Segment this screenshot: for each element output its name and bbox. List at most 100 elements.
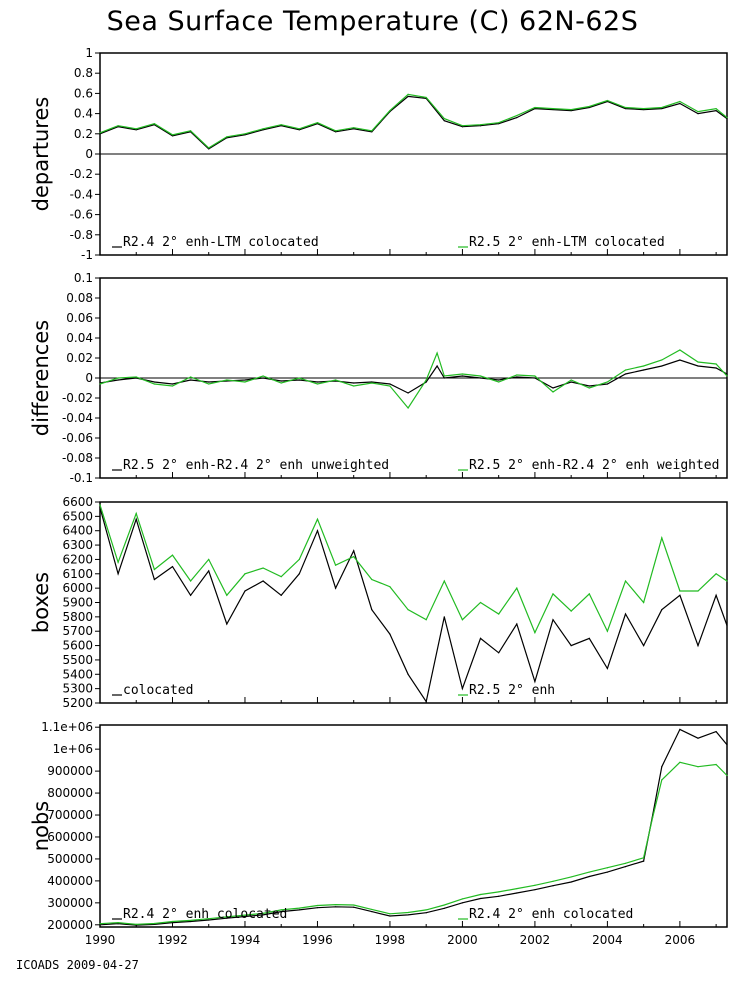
data-point xyxy=(226,917,228,919)
data-point xyxy=(244,133,246,135)
legend-label: R2.5 2° enh xyxy=(469,683,555,698)
legend-label: R2.5 2° enh-LTM colocated xyxy=(469,235,665,250)
data-point xyxy=(117,379,119,381)
data-point xyxy=(334,131,337,133)
data-point xyxy=(226,380,228,382)
data-point xyxy=(552,107,554,110)
data-point xyxy=(298,907,300,909)
data-point xyxy=(407,911,409,914)
data-point xyxy=(171,385,174,387)
data-point xyxy=(389,633,391,635)
data-point xyxy=(715,109,717,112)
data-point xyxy=(316,907,319,909)
data-point xyxy=(643,108,645,111)
data-point xyxy=(99,504,101,506)
data-point xyxy=(624,580,627,582)
data-point xyxy=(407,673,409,675)
data-point xyxy=(461,375,464,377)
data-point xyxy=(479,124,482,126)
data-point xyxy=(280,594,282,596)
data-point xyxy=(316,530,319,532)
data-point xyxy=(371,381,373,383)
data-point xyxy=(534,632,536,634)
data-point xyxy=(407,392,409,394)
y-tick-label: 5400 xyxy=(62,667,93,681)
data-point xyxy=(99,132,101,134)
data-point xyxy=(606,383,608,385)
data-point xyxy=(298,909,300,911)
data-point xyxy=(226,594,228,596)
y-axis-label: differences xyxy=(29,320,53,436)
data-point xyxy=(153,568,155,571)
data-point xyxy=(153,383,155,385)
data-point xyxy=(715,367,717,369)
data-point xyxy=(171,554,174,556)
data-point xyxy=(334,587,337,589)
y-tick-label: 300000 xyxy=(47,896,93,910)
data-point xyxy=(726,774,728,777)
data-point xyxy=(208,919,210,921)
y-tick-label: 6300 xyxy=(62,538,93,552)
data-point xyxy=(190,594,192,596)
data-point xyxy=(316,904,319,907)
y-tick-label: 5900 xyxy=(62,596,93,610)
data-point xyxy=(516,115,518,117)
data-point xyxy=(534,884,536,886)
data-point xyxy=(298,573,300,575)
data-point xyxy=(135,129,137,131)
data-point xyxy=(425,619,427,621)
data-point xyxy=(461,688,464,690)
y-tick-label: 5700 xyxy=(62,624,93,638)
data-point xyxy=(389,109,391,112)
x-tick-label: 1998 xyxy=(375,933,406,947)
data-point xyxy=(679,349,681,351)
legend-label: R2.4 2° enh colocated xyxy=(469,907,633,922)
data-point xyxy=(425,912,427,914)
data-point xyxy=(334,906,337,908)
data-point xyxy=(715,107,717,110)
footer-note: ICOADS 2009-04-27 xyxy=(16,958,139,972)
data-point xyxy=(208,381,210,383)
data-point xyxy=(697,365,699,367)
data-point xyxy=(679,590,681,592)
data-point xyxy=(516,623,518,625)
data-point xyxy=(697,766,699,768)
data-point xyxy=(697,590,699,592)
data-point xyxy=(679,359,681,361)
data-point xyxy=(697,644,699,647)
data-point xyxy=(479,375,482,377)
data-point xyxy=(226,379,228,381)
data-point xyxy=(588,637,590,639)
series-line-black xyxy=(99,728,728,926)
data-point xyxy=(697,737,699,739)
data-point xyxy=(117,377,119,379)
y-tick-label: 1e+06 xyxy=(53,742,93,756)
data-point xyxy=(280,909,282,911)
data-point xyxy=(316,122,319,124)
data-point xyxy=(280,382,282,384)
data-point xyxy=(99,923,101,925)
x-tick-label: 2000 xyxy=(447,933,478,947)
data-point xyxy=(153,123,155,125)
data-point xyxy=(461,125,464,127)
data-point xyxy=(262,375,264,377)
data-point xyxy=(371,609,373,611)
data-point xyxy=(389,586,391,588)
data-point xyxy=(190,379,192,381)
data-point xyxy=(262,128,264,130)
y-tick-label: -0.6 xyxy=(70,208,93,222)
data-point xyxy=(262,580,264,582)
data-point xyxy=(190,920,192,923)
data-point xyxy=(726,117,728,119)
data-point xyxy=(171,566,174,568)
x-tick-label: 1994 xyxy=(230,933,261,947)
data-point xyxy=(153,922,155,925)
data-point xyxy=(516,117,518,119)
data-point xyxy=(117,922,119,924)
y-tick-label: -0.02 xyxy=(62,391,93,405)
data-point xyxy=(726,373,728,375)
data-point xyxy=(135,923,137,925)
series-line-green xyxy=(99,504,728,635)
y-tick-label: 6000 xyxy=(62,581,93,595)
data-point xyxy=(624,107,627,110)
